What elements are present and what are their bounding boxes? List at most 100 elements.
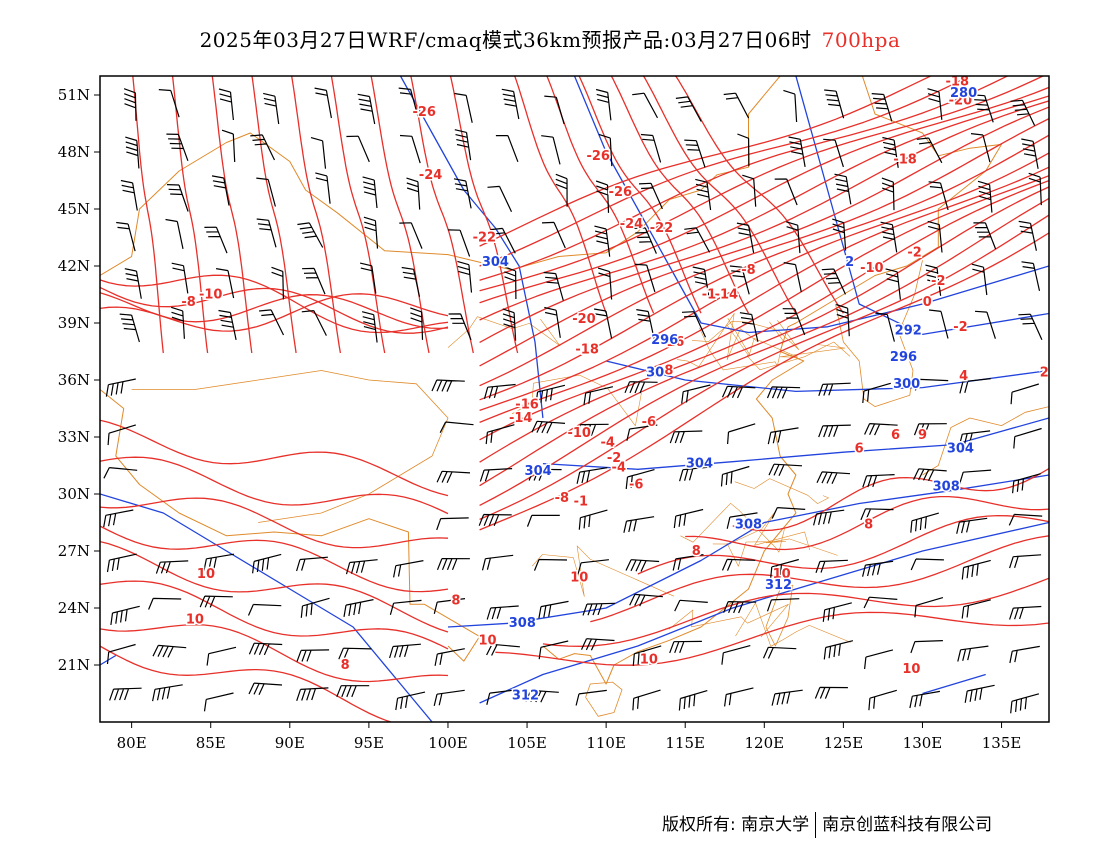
wind-barb (929, 309, 949, 339)
lat-label: 36N (58, 371, 90, 389)
wind-barb (675, 96, 702, 122)
wind-barb (216, 268, 235, 299)
wind-barb (533, 558, 568, 571)
wind-barb (252, 553, 282, 574)
temperature-label: 6 (855, 441, 864, 456)
wind-barb (961, 599, 991, 619)
geopotential-label: 308 (735, 517, 762, 532)
wind-barb (296, 687, 329, 701)
wind-barb (155, 560, 189, 574)
lat-label: 51N (58, 86, 90, 104)
geopotential-contour (795, 76, 1049, 336)
wind-barb (166, 184, 189, 212)
lon-label: 125E (824, 734, 864, 752)
wind-barb (971, 263, 988, 296)
wind-barb (338, 647, 372, 660)
temperature-contour (479, 166, 1049, 424)
temperature-contour (479, 100, 1049, 343)
copyright-separator (815, 812, 817, 838)
temperature-contour (479, 134, 1049, 401)
temperature-contour (251, 76, 297, 354)
temperature-label: -14 (715, 288, 739, 303)
wind-barb (729, 265, 750, 295)
wind-barb (970, 133, 991, 163)
wind-barb (684, 227, 711, 253)
wind-barb (495, 135, 519, 163)
wind-barb (684, 139, 706, 168)
wind-barb (782, 308, 806, 336)
lon-label: 110E (586, 734, 626, 752)
wind-barb (526, 514, 560, 527)
temperature-label: -18 (575, 343, 599, 358)
geopotential-label: 292 (895, 324, 922, 339)
wind-barb (594, 225, 611, 257)
temperature-label: 6 (891, 428, 900, 443)
wind-barb (389, 643, 421, 659)
wind-barb (357, 93, 376, 125)
temperature-label: -2 (931, 274, 945, 289)
wind-barb (395, 691, 426, 711)
wind-barb (1008, 513, 1043, 526)
temperature-contour (479, 86, 1049, 304)
wind-barb (910, 558, 944, 571)
wind-barb (669, 640, 702, 654)
wind-barb (398, 87, 419, 117)
wind-barb (1012, 473, 1041, 494)
wind-barb (580, 638, 615, 651)
wind-barb (158, 89, 180, 118)
wind-barb (109, 687, 142, 701)
temperature-label: 10 (773, 567, 791, 582)
wind-barb (723, 601, 757, 614)
wind-barb (634, 263, 656, 293)
temperature-label: -22 (473, 231, 497, 246)
japan-coast (922, 406, 1049, 476)
copyright-right: 南京创蓝科技有限公司 (822, 815, 993, 835)
temperature-contour (479, 232, 1049, 531)
wind-barb (623, 516, 655, 533)
temperature-label: 2 (1040, 365, 1049, 380)
temperature-contour (637, 514, 1049, 575)
wind-barb (880, 221, 898, 253)
wind-barb (504, 266, 517, 300)
province-border (447, 316, 561, 348)
wind-barb (359, 262, 377, 294)
wind-barb (336, 685, 370, 698)
wind-barb (815, 559, 848, 573)
wind-barb (1010, 383, 1039, 405)
wind-barb (248, 682, 283, 695)
chart-title: 2025年03月27日WRF/cmaq模式36km预报产品:03月27日06时 7… (0, 24, 1100, 53)
wind-barb (248, 642, 283, 656)
temperature-label: -8 (555, 491, 569, 506)
wind-barb (632, 645, 662, 666)
wind-barb (959, 378, 991, 394)
temperature-label: -1 (702, 288, 716, 303)
wind-barb (535, 384, 566, 404)
wind-barb (211, 175, 230, 206)
wind-barb (783, 89, 798, 123)
wind-barb (439, 421, 474, 433)
temperature-contour (479, 95, 1049, 321)
wind-barb (296, 649, 330, 662)
wind-barb (448, 229, 471, 257)
wind-barb (203, 553, 235, 571)
wind-barb (314, 87, 332, 119)
geopotential-contour (479, 521, 1049, 704)
wind-barb (538, 640, 569, 660)
temperature-label: -10 (567, 426, 591, 441)
wind-barb (448, 313, 472, 341)
temperature-label: -6 (629, 478, 643, 493)
lon-label: 90E (275, 734, 305, 752)
temperature-label: 8 (692, 544, 701, 559)
temperature-contour (100, 645, 393, 722)
wind-barb (766, 598, 800, 612)
temperature-label: -2 (953, 320, 967, 335)
lon-label: 85E (196, 734, 226, 752)
wind-barb (913, 423, 947, 436)
wind-barb (868, 689, 897, 711)
wind-barb (296, 556, 328, 572)
wind-barb (736, 222, 755, 254)
lon-label: 115E (665, 734, 705, 752)
wind-barb (218, 88, 234, 121)
wind-barb (927, 220, 943, 253)
wind-barb (766, 386, 801, 399)
